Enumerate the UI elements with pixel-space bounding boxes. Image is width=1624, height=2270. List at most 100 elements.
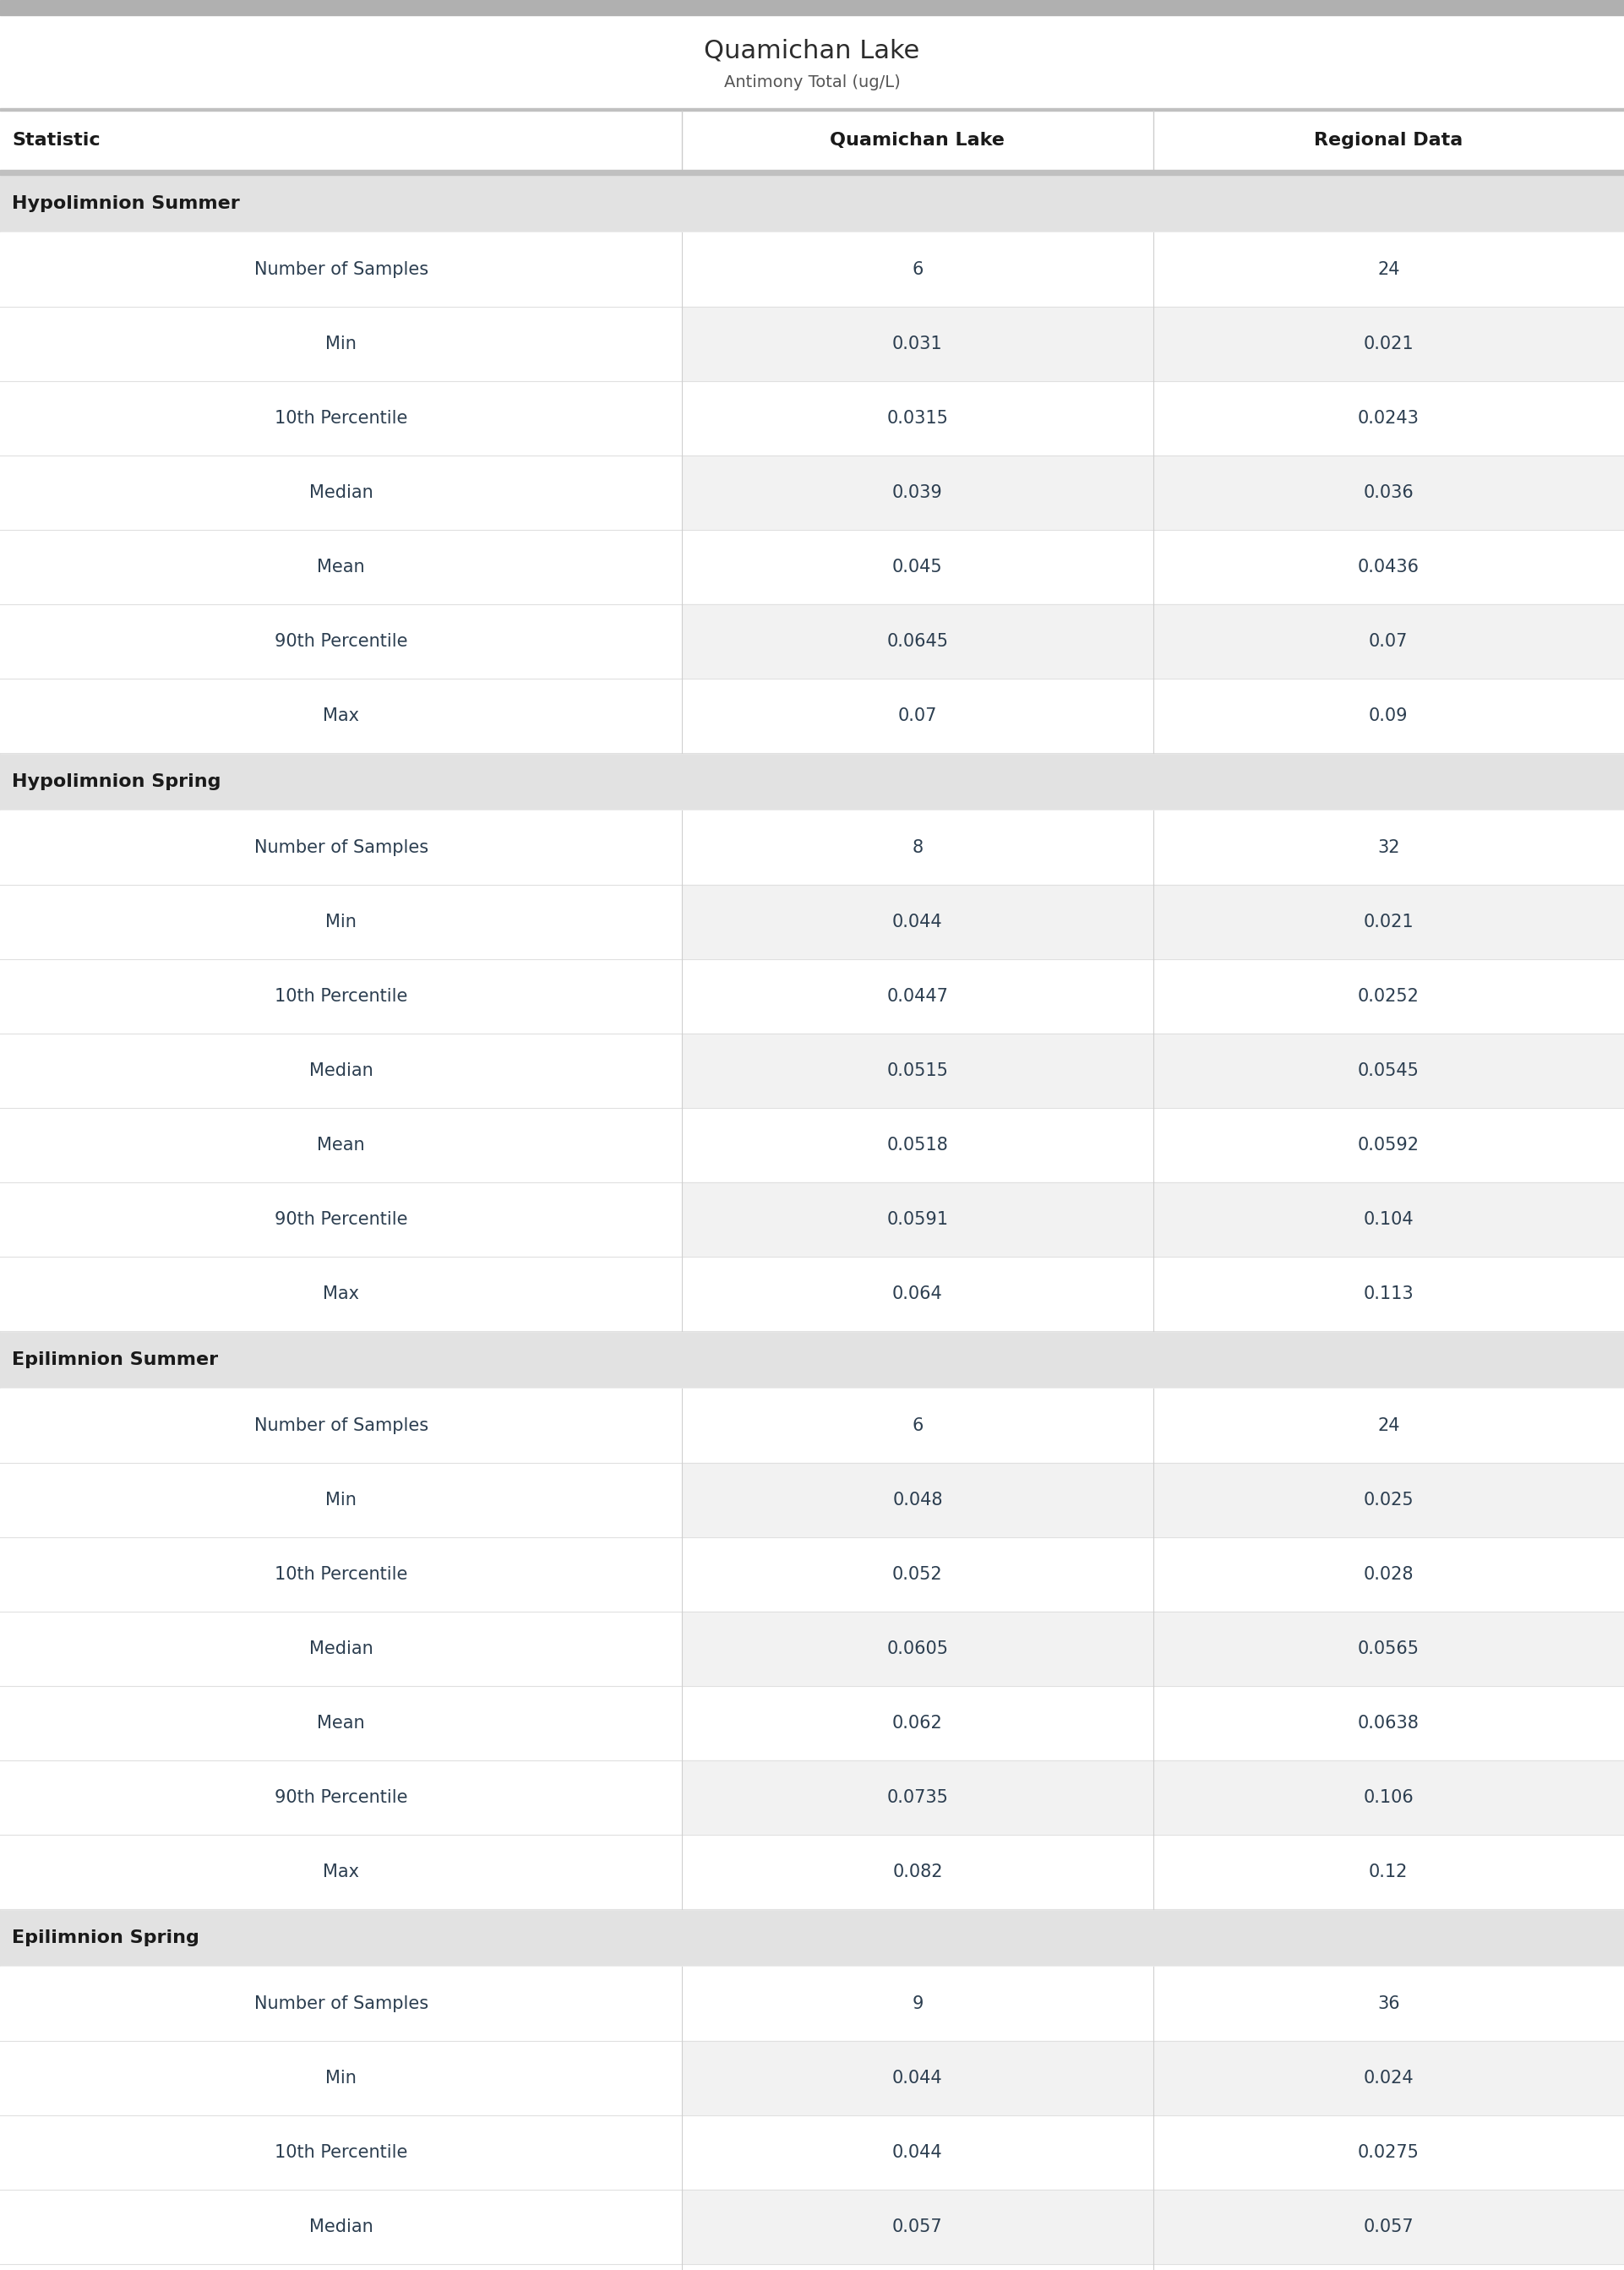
Text: 0.0243: 0.0243 (1358, 411, 1419, 427)
Text: Quamichan Lake: Quamichan Lake (705, 39, 919, 64)
Text: 0.0515: 0.0515 (887, 1062, 948, 1078)
Text: 32: 32 (1377, 840, 1400, 856)
Bar (682, 1612, 1624, 1687)
Text: Median: Median (309, 484, 374, 502)
Text: 0.0565: 0.0565 (1358, 1641, 1419, 1657)
Text: 0.106: 0.106 (1363, 1789, 1415, 1807)
Text: 90th Percentile: 90th Percentile (274, 1789, 408, 1807)
Text: 90th Percentile: 90th Percentile (274, 633, 408, 649)
Bar (0, 456, 682, 529)
Bar (682, 456, 1624, 529)
Bar (0, 1389, 1624, 1462)
Bar (0, 170, 1624, 175)
Bar (0, 1033, 682, 1108)
Bar (0, 1389, 682, 1462)
Bar (0, 1762, 682, 1834)
Text: 9: 9 (913, 1995, 922, 2011)
Bar (0, 1462, 682, 1537)
Bar (0, 232, 682, 306)
Bar (682, 1537, 1624, 1612)
Bar (0, 1966, 1624, 2041)
Bar (0, 960, 682, 1033)
Text: 0.036: 0.036 (1363, 484, 1415, 502)
Text: Min: Min (325, 2070, 357, 2086)
Bar (0, 1033, 1624, 1108)
Text: Mean: Mean (317, 1714, 365, 1732)
Bar (0, 1183, 682, 1258)
Bar (0, 306, 682, 381)
Text: 10th Percentile: 10th Percentile (274, 987, 408, 1006)
Bar (682, 1462, 1624, 1537)
Bar (0, 1612, 682, 1687)
Bar (0, 306, 1624, 381)
Text: 0.062: 0.062 (892, 1714, 944, 1732)
Text: Max: Max (323, 1864, 359, 1880)
Bar (0, 2116, 1624, 2191)
Bar (0, 1537, 682, 1612)
Text: 0.025: 0.025 (1363, 1491, 1415, 1510)
Text: Epilimnion Summer: Epilimnion Summer (11, 1351, 218, 1369)
Bar (0, 232, 1624, 306)
Text: Median: Median (309, 1641, 374, 1657)
Bar (682, 1389, 1624, 1462)
Bar (0, 810, 682, 885)
Text: Statistic: Statistic (11, 132, 101, 150)
Bar (0, 175, 1624, 232)
Bar (682, 885, 1624, 960)
Text: 0.064: 0.064 (892, 1285, 944, 1303)
Text: 0.044: 0.044 (892, 2145, 944, 2161)
Bar (0, 1537, 1624, 1612)
Bar (0, 111, 1624, 170)
Bar (0, 960, 1624, 1033)
Bar (0, 1687, 1624, 1762)
Text: 0.0545: 0.0545 (1358, 1062, 1419, 1078)
Text: Epilimnion Spring: Epilimnion Spring (11, 1930, 200, 1945)
Bar (682, 381, 1624, 456)
Text: Hypolimnion Summer: Hypolimnion Summer (11, 195, 240, 211)
Text: Min: Min (325, 1491, 357, 1510)
Text: 0.12: 0.12 (1369, 1864, 1408, 1880)
Bar (0, 1966, 682, 2041)
Bar (0, 1258, 1624, 1330)
Bar (682, 960, 1624, 1033)
Bar (682, 1258, 1624, 1330)
Bar (0, 381, 682, 456)
Text: Quamichan Lake: Quamichan Lake (830, 132, 1005, 150)
Text: 0.044: 0.044 (892, 913, 944, 931)
Text: 10th Percentile: 10th Percentile (274, 1566, 408, 1582)
Text: 6: 6 (913, 261, 922, 277)
Text: Number of Samples: Number of Samples (253, 1995, 429, 2011)
Bar (0, 2263, 1624, 2270)
Text: Number of Samples: Number of Samples (253, 840, 429, 856)
Bar (0, 604, 682, 679)
Text: 0.104: 0.104 (1363, 1212, 1415, 1228)
Text: 0.0447: 0.0447 (887, 987, 948, 1006)
Text: 0.0592: 0.0592 (1358, 1137, 1419, 1153)
Text: 0.031: 0.031 (892, 336, 944, 352)
Text: 0.021: 0.021 (1363, 336, 1415, 352)
Text: 0.0275: 0.0275 (1358, 2145, 1419, 2161)
Bar (0, 679, 682, 754)
Bar (0, 810, 1624, 885)
Bar (0, 109, 1624, 111)
Text: 0.045: 0.045 (892, 558, 944, 577)
Text: Antimony Total (ug/L): Antimony Total (ug/L) (724, 75, 900, 91)
Bar (0, 2191, 1624, 2263)
Text: 0.0315: 0.0315 (887, 411, 948, 427)
Text: 0.0735: 0.0735 (887, 1789, 948, 1807)
Text: 0.082: 0.082 (893, 1864, 942, 1880)
Bar (0, 1183, 1624, 1258)
Text: 0.0645: 0.0645 (887, 633, 948, 649)
Text: 6: 6 (913, 1416, 922, 1435)
Text: 36: 36 (1377, 1995, 1400, 2011)
Bar (0, 2041, 682, 2116)
Text: 0.07: 0.07 (898, 708, 937, 724)
Text: 0.057: 0.057 (892, 2218, 944, 2236)
Text: Number of Samples: Number of Samples (253, 1416, 429, 1435)
Bar (0, 2191, 682, 2263)
Text: 0.07: 0.07 (1369, 633, 1408, 649)
Bar (0, 2263, 682, 2270)
Text: Min: Min (325, 913, 357, 931)
Text: 90th Percentile: 90th Percentile (274, 1212, 408, 1228)
Bar (0, 1834, 682, 1909)
